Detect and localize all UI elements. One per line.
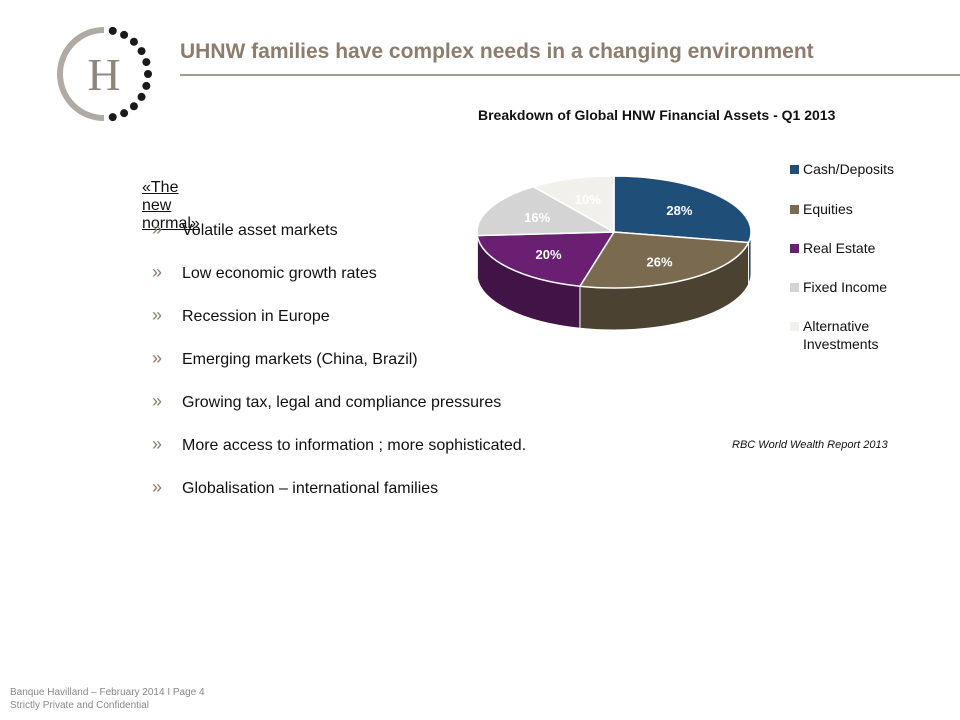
pie-slice	[531, 175, 615, 234]
chart-title: Breakdown of Global HNW Financial Assets…	[478, 107, 836, 123]
intro-heading: «The new normal»	[142, 179, 200, 232]
bullet-marker-icon: »	[152, 348, 163, 368]
pie-slice-label: 20%	[536, 247, 562, 262]
bullet-marker-icon: »	[152, 434, 163, 454]
banque-havilland-logo: H	[56, 24, 162, 124]
chart-source: RBC World Wealth Report 2013	[732, 439, 888, 451]
logo-dot	[129, 102, 138, 111]
legend-item: Real Estate	[790, 239, 913, 257]
pie-slice-label: 26%	[646, 254, 672, 269]
logo-dot	[129, 37, 138, 46]
logo-dot	[108, 113, 117, 122]
footer-page-info: Banque Havilland – February 2014 I Page …	[10, 687, 205, 698]
list-item-text: Growing tax, legal and compliance pressu…	[182, 394, 502, 411]
logo-dot	[144, 70, 152, 78]
list-item-text: Globalisation – international families	[182, 480, 439, 497]
pie-slice	[476, 185, 617, 237]
legend-swatch	[790, 205, 799, 214]
list-item: » More access to information ; more soph…	[152, 434, 526, 455]
logo-dot	[120, 109, 129, 118]
logo-dot	[137, 47, 146, 56]
title-divider	[180, 74, 960, 76]
legend-item: Cash/Deposits	[790, 160, 913, 178]
list-item-text: More access to information ; more sophis…	[182, 437, 527, 454]
pie-slice-label: 28%	[666, 203, 692, 218]
list-item-text: Low economic growth rates	[182, 265, 377, 282]
legend-item: Equities	[790, 200, 913, 218]
legend-item: Alternative Investments	[790, 317, 913, 353]
list-item: » Volatile asset markets	[152, 219, 338, 240]
bullet-marker-icon: »	[152, 262, 163, 282]
page-title: UHNW families have complex needs in a ch…	[180, 40, 814, 63]
list-item: » Emerging markets (China, Brazil)	[152, 348, 418, 369]
legend-swatch	[790, 244, 799, 253]
footer-confidential: Strictly Private and Confidential	[10, 700, 149, 711]
footer: Banque Havilland – February 2014 I Page …	[10, 686, 205, 712]
legend-swatch	[790, 165, 799, 174]
legend-label: Equities	[803, 201, 853, 217]
logo-dot	[137, 92, 146, 101]
legend-label: Fixed Income	[803, 279, 888, 295]
list-item-text: Recession in Europe	[182, 308, 330, 325]
list-item: » Low economic growth rates	[152, 262, 377, 283]
pie-slice	[613, 175, 752, 244]
list-item: » Growing tax, legal and compliance pres…	[152, 391, 501, 412]
bullet-marker-icon: »	[152, 305, 163, 325]
logo-dot	[142, 81, 151, 90]
legend-label: Real Estate	[803, 240, 876, 256]
pie-slice-label: 10%	[575, 192, 601, 207]
logo-dot	[120, 30, 129, 39]
bullet-marker-icon: »	[152, 219, 163, 239]
logo-dot	[108, 26, 117, 35]
bullet-marker-icon: »	[152, 391, 163, 411]
logo-letter: H	[87, 49, 120, 100]
legend-swatch	[790, 322, 799, 331]
logo-dot	[142, 58, 151, 67]
pie-chart: 28% 26% 20% 16% 10%	[476, 175, 752, 331]
list-item-text: Emerging markets (China, Brazil)	[182, 351, 418, 368]
list-item: » Globalisation – international families	[152, 477, 438, 498]
list-item-text: Volatile asset markets	[182, 222, 338, 239]
bullet-marker-icon: »	[152, 477, 163, 497]
legend-swatch	[790, 283, 799, 292]
pie-slice-label: 16%	[524, 210, 550, 225]
legend-label: Alternative Investments	[803, 318, 879, 352]
pie-slice	[476, 231, 616, 288]
pie-slice	[578, 231, 750, 289]
legend-label: Cash/Deposits	[803, 161, 895, 177]
list-item: » Recession in Europe	[152, 305, 330, 326]
legend-item: Fixed Income	[790, 278, 913, 296]
